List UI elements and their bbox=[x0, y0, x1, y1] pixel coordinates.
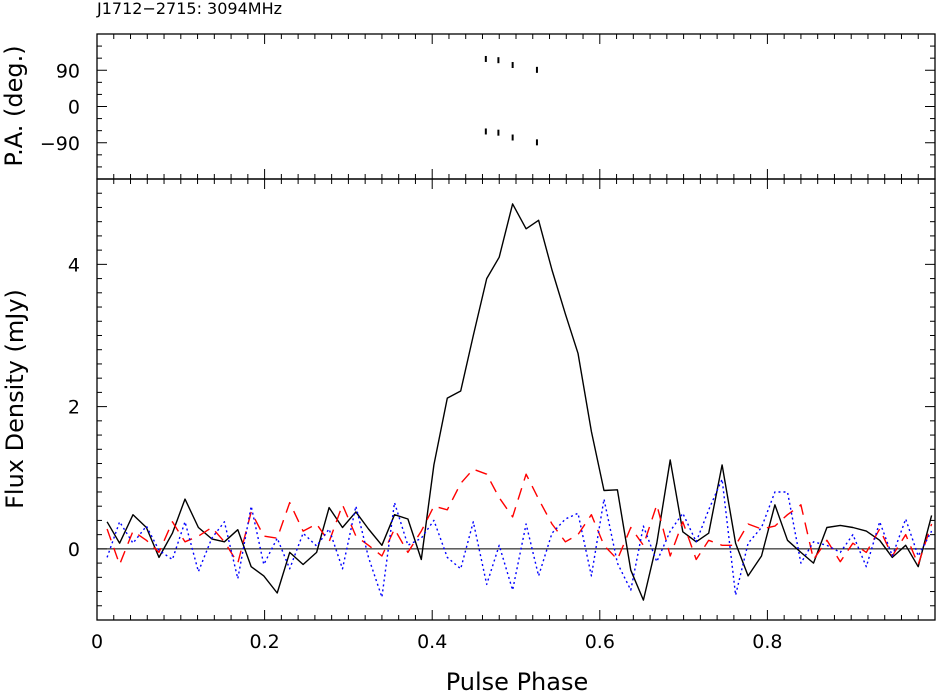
total-intensity-line bbox=[106, 203, 933, 601]
flux-panel-frame bbox=[96, 178, 936, 621]
circular-polarization-line bbox=[106, 478, 933, 598]
y-tick-label: 90 bbox=[56, 60, 80, 82]
flux-y-ticks: 0 2 4 bbox=[68, 178, 935, 621]
y-tick-label: −90 bbox=[40, 133, 80, 155]
pa-panel: P.A. (deg.) −90 0 90 bbox=[0, 33, 936, 180]
x-tick-label: 0.8 bbox=[752, 631, 782, 653]
flux-series bbox=[106, 203, 933, 601]
x-tick-label: 0.6 bbox=[585, 631, 615, 653]
pa-axis-label: P.A. (deg.) bbox=[0, 45, 28, 166]
x-tick-label: 0 bbox=[91, 631, 103, 653]
y-tick-label: 0 bbox=[68, 539, 80, 561]
phase-axis-label: Pulse Phase bbox=[446, 668, 589, 693]
pa-x-ticks bbox=[96, 34, 936, 179]
pa-panel-frame bbox=[96, 33, 936, 180]
pa-y-ticks: −90 0 90 bbox=[40, 45, 935, 168]
pa-points bbox=[484, 55, 538, 146]
flux-x-ticks: 0 0.2 0.4 0.6 0.8 bbox=[91, 179, 936, 653]
y-tick-label: 0 bbox=[68, 97, 80, 119]
flux-panel: Flux Density (mJy) Pulse Phase 0 0.2 0.4 0.… bbox=[1, 178, 936, 693]
flux-axis-label: Flux Density (mJy) bbox=[1, 289, 29, 509]
chart-title: J1712−2715: 3094MHz bbox=[96, 0, 282, 18]
y-tick-label: 2 bbox=[68, 397, 80, 419]
linear-polarization-line bbox=[106, 468, 933, 566]
x-tick-label: 0.2 bbox=[249, 631, 279, 653]
x-tick-label: 0.4 bbox=[417, 631, 447, 653]
y-tick-label: 4 bbox=[68, 254, 80, 276]
